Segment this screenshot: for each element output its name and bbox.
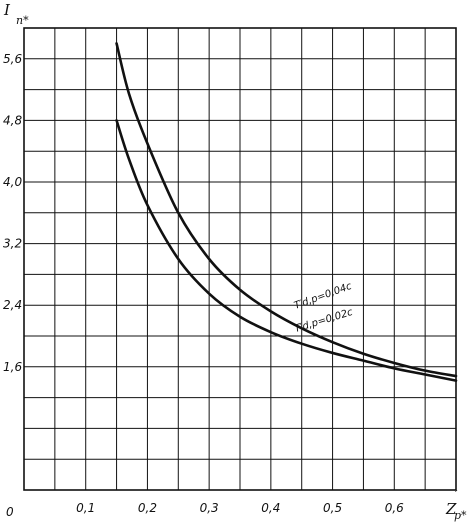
y-axis-label: I <box>3 1 11 19</box>
grid <box>23 27 457 491</box>
y-tick-label: 2,4 <box>3 298 22 312</box>
y-tick-label: 4,0 <box>3 175 22 189</box>
tick-labels: 0,1 0,2 0,3 0,4 0,5 0,6 1,6 2,4 3,2 4,0 4,8 5,6 <box>3 52 404 515</box>
plot-frame <box>23 27 457 491</box>
y-axis-label-subscript: п* <box>16 14 29 27</box>
x-tick-label: 0,4 <box>261 501 280 515</box>
x-tick-label: 0,2 <box>138 501 157 515</box>
x-tick-label: 0,5 <box>323 501 342 515</box>
x-axis-label-prime: ′ <box>455 488 458 501</box>
x-tick-label: 0,6 <box>385 501 404 515</box>
y-tick-label: 1,6 <box>3 360 22 374</box>
series-line-2 <box>115 119 458 382</box>
x-axis-label: Z <box>445 500 457 518</box>
origin-label: 0 <box>6 505 14 519</box>
x-axis-label-subscript: р* <box>454 509 467 522</box>
series-line-1 <box>115 42 458 378</box>
y-tick-label: 3,2 <box>3 237 22 251</box>
x-tick-label: 0,1 <box>76 501 95 515</box>
x-tick-label: 0,3 <box>200 501 219 515</box>
y-tick-label: 4,8 <box>3 113 22 127</box>
series-label: T′d,р=0,02с <box>293 307 354 335</box>
y-tick-label: 5,6 <box>3 52 22 66</box>
